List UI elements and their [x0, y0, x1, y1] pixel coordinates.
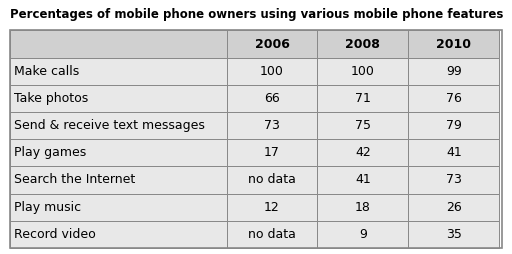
Bar: [409, 166, 499, 194]
Text: 12: 12: [264, 201, 280, 214]
Text: 100: 100: [351, 65, 375, 78]
Bar: [10, 30, 502, 248]
Text: 9: 9: [359, 228, 367, 241]
Text: 42: 42: [355, 146, 371, 159]
Text: 41: 41: [446, 146, 462, 159]
Bar: [226, 30, 317, 58]
Text: 100: 100: [260, 65, 284, 78]
Bar: [409, 139, 499, 166]
Text: 66: 66: [264, 92, 280, 105]
Bar: [317, 112, 409, 139]
Bar: [226, 221, 317, 248]
Bar: [226, 166, 317, 194]
Bar: [226, 139, 317, 166]
Text: 2006: 2006: [254, 38, 289, 51]
Text: Make calls: Make calls: [14, 65, 79, 78]
Text: 75: 75: [355, 119, 371, 132]
Text: no data: no data: [248, 228, 296, 241]
Text: Send & receive text messages: Send & receive text messages: [14, 119, 205, 132]
Bar: [10, 58, 226, 85]
Bar: [409, 30, 499, 58]
Text: 35: 35: [446, 228, 462, 241]
Text: Play music: Play music: [14, 201, 81, 214]
Text: 17: 17: [264, 146, 280, 159]
Text: 18: 18: [355, 201, 371, 214]
Bar: [317, 30, 409, 58]
Text: 76: 76: [446, 92, 462, 105]
Bar: [409, 85, 499, 112]
Text: 41: 41: [355, 173, 371, 186]
Text: Search the Internet: Search the Internet: [14, 173, 136, 186]
Bar: [409, 112, 499, 139]
Bar: [10, 166, 226, 194]
Text: 73: 73: [446, 173, 462, 186]
Bar: [226, 85, 317, 112]
Bar: [317, 194, 409, 221]
Bar: [10, 221, 226, 248]
Text: 73: 73: [264, 119, 280, 132]
Bar: [409, 58, 499, 85]
Text: 79: 79: [446, 119, 462, 132]
Text: Percentages of mobile phone owners using various mobile phone features: Percentages of mobile phone owners using…: [10, 8, 504, 21]
Bar: [10, 194, 226, 221]
Text: Record video: Record video: [14, 228, 96, 241]
Text: 71: 71: [355, 92, 371, 105]
Text: 26: 26: [446, 201, 462, 214]
Bar: [317, 221, 409, 248]
Bar: [10, 85, 226, 112]
Text: no data: no data: [248, 173, 296, 186]
Bar: [10, 139, 226, 166]
Bar: [409, 221, 499, 248]
Bar: [317, 85, 409, 112]
Bar: [226, 58, 317, 85]
Bar: [317, 139, 409, 166]
Bar: [10, 112, 226, 139]
Bar: [226, 194, 317, 221]
Text: Play games: Play games: [14, 146, 87, 159]
Bar: [317, 166, 409, 194]
Bar: [409, 194, 499, 221]
Text: Take photos: Take photos: [14, 92, 89, 105]
Text: 2008: 2008: [346, 38, 380, 51]
Bar: [10, 30, 226, 58]
Bar: [226, 112, 317, 139]
Bar: [317, 58, 409, 85]
Text: 99: 99: [446, 65, 462, 78]
Text: 2010: 2010: [436, 38, 472, 51]
